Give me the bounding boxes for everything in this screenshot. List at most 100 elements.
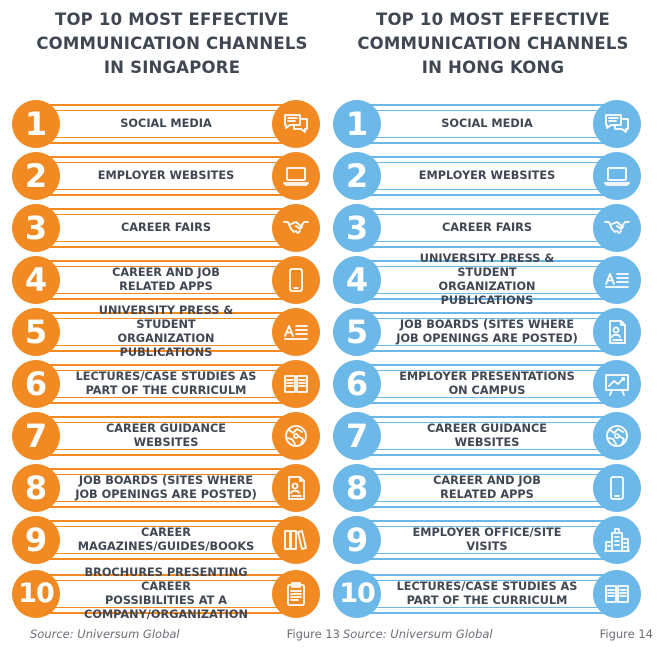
- rank-badge: 6: [333, 360, 381, 408]
- channel-label: CAREER AND JOB RELATED APPS: [393, 468, 581, 508]
- label-line: ON CAMPUS: [448, 384, 526, 397]
- label-line: JOB OPENINGS ARE POSTED): [75, 488, 257, 501]
- rank-badge: 8: [12, 464, 60, 512]
- channel-label: CAREER GUIDANCE WEBSITES: [393, 416, 581, 456]
- list-item: 4 UNIVERSITY PRESS & STUDENT ORGANIZATION …: [333, 252, 641, 307]
- rank-badge: 1: [333, 100, 381, 148]
- label-line: MAGAZINES/GUIDES/BOOKS: [77, 540, 255, 553]
- list-item: 5 UNIVERSITY PRESS & STUDENT ORGANIZATION …: [12, 304, 320, 359]
- label-line: PART OF THE CURRICULM: [85, 384, 247, 397]
- item-banner: [347, 520, 627, 560]
- panel-title: TOP 10 MOST EFFECTIVE COMMUNICATION CHAN…: [12, 8, 332, 100]
- label-line: SOCIAL MEDIA: [120, 117, 212, 130]
- title-line: COMMUNICATION CHANNELS: [357, 34, 629, 53]
- rank-badge: 1: [12, 100, 60, 148]
- list-item: 10 BROCHURES PRESENTING CAREER POSSIBILITI…: [12, 566, 320, 621]
- job-posting-icon: [272, 464, 320, 512]
- item-banner: [347, 208, 627, 248]
- label-line: CAREER AND JOB: [433, 474, 541, 487]
- office-building-icon: [593, 516, 641, 564]
- rank-badge: 5: [333, 308, 381, 356]
- list-item: 2 EMPLOYER WEBSITES: [333, 152, 641, 200]
- label-line: CAREER: [141, 526, 191, 539]
- label-line: JOB OPENINGS ARE POSTED): [396, 332, 578, 345]
- channel-label: CAREER GUIDANCE WEBSITES: [72, 416, 260, 456]
- channel-label: EMPLOYER OFFICE/SITE VISITS: [393, 520, 581, 560]
- rank-badge: 2: [12, 152, 60, 200]
- rank-badge: 10: [333, 570, 381, 618]
- item-banner: [347, 104, 627, 144]
- publication-icon: [272, 308, 320, 356]
- channel-label: BROCHURES PRESENTING CAREER POSSIBILITIES…: [72, 566, 260, 621]
- label-line: EMPLOYER PRESENTATIONS: [399, 370, 575, 383]
- clipboard-icon: [272, 570, 320, 618]
- channel-label: LECTURES/CASE STUDIES AS PART OF THE CURR…: [72, 364, 260, 404]
- chat-bubbles-icon: [272, 100, 320, 148]
- chat-bubbles-icon: [593, 100, 641, 148]
- globe-icon: [593, 412, 641, 460]
- rank-badge: 5: [12, 308, 60, 356]
- panel-title: TOP 10 MOST EFFECTIVE COMMUNICATION CHAN…: [333, 8, 653, 100]
- list-item: 6 EMPLOYER PRESENTATIONS ON CAMPUS: [333, 360, 641, 408]
- figure-number: Figure 13: [286, 627, 340, 641]
- item-banner: [26, 312, 306, 352]
- title-line: TOP 10 MOST EFFECTIVE: [376, 10, 610, 29]
- list-item: 3 CAREER FAIRS: [333, 204, 641, 252]
- label-line: BROCHURES PRESENTING CAREER: [84, 566, 248, 593]
- presentation-board-icon: [593, 360, 641, 408]
- rank-badge: 9: [12, 516, 60, 564]
- label-line: LECTURES/CASE STUDIES AS: [75, 370, 257, 383]
- channel-label: SOCIAL MEDIA: [393, 104, 581, 144]
- channel-label: EMPLOYER WEBSITES: [72, 156, 260, 196]
- rank-badge: 3: [333, 204, 381, 252]
- label-line: POSSIBILITIES AT A: [104, 594, 227, 607]
- channel-label: CAREER MAGAZINES/GUIDES/BOOKS: [72, 520, 260, 560]
- source-note: Source: Universum Global: [30, 627, 180, 641]
- item-banner: [26, 260, 306, 300]
- label-line: LECTURES/CASE STUDIES AS: [396, 580, 578, 593]
- list-item: 1 SOCIAL MEDIA: [12, 100, 320, 148]
- laptop-icon: [593, 152, 641, 200]
- ranking-list: 1 SOCIAL MEDIA 2 EMPLOYER WEBSITES 3 CAREER F…: [333, 100, 653, 622]
- hong-kong-panel: TOP 10 MOST EFFECTIVE COMMUNICATION CHAN…: [333, 0, 653, 622]
- list-item: 6 LECTURES/CASE STUDIES AS PART OF THE CUR…: [12, 360, 320, 408]
- label-line: JOB BOARDS (SITES WHERE: [78, 474, 254, 487]
- source-note: Source: Universum Global: [343, 627, 493, 641]
- item-banner: [26, 104, 306, 144]
- title-line: IN HONG KONG: [421, 58, 565, 77]
- list-item: 10 LECTURES/CASE STUDIES AS PART OF THE CU…: [333, 570, 641, 618]
- channel-label: UNIVERSITY PRESS & STUDENT ORGANIZATION P…: [72, 304, 260, 359]
- item-banner: [26, 416, 306, 456]
- label-line: CAREER AND JOB: [112, 266, 220, 279]
- label-line: ORGANIZATION PUBLICATIONS: [117, 332, 215, 359]
- ranking-list: 1 SOCIAL MEDIA 2 EMPLOYER WEBSITES 3 CAREER F…: [12, 100, 332, 622]
- title-line: COMMUNICATION CHANNELS: [36, 34, 308, 53]
- label-line: EMPLOYER WEBSITES: [97, 169, 235, 182]
- list-item: 7 CAREER GUIDANCE WEBSITES: [333, 412, 641, 460]
- rank-badge: 8: [333, 464, 381, 512]
- item-banner: [26, 364, 306, 404]
- rank-badge: 4: [333, 256, 381, 304]
- rank-badge: 2: [333, 152, 381, 200]
- item-banner: [26, 574, 306, 614]
- rank-badge: 4: [12, 256, 60, 304]
- list-item: 8 CAREER AND JOB RELATED APPS: [333, 464, 641, 512]
- smartphone-icon: [272, 256, 320, 304]
- smartphone-icon: [593, 464, 641, 512]
- figure-number: Figure 14: [599, 627, 653, 641]
- job-posting-icon: [593, 308, 641, 356]
- label-line: ORGANIZATION PUBLICATIONS: [438, 280, 536, 307]
- singapore-panel: TOP 10 MOST EFFECTIVE COMMUNICATION CHAN…: [12, 0, 332, 622]
- label-line: EMPLOYER OFFICE/SITE VISITS: [412, 526, 562, 553]
- label-line: EMPLOYER WEBSITES: [418, 169, 556, 182]
- channel-label: JOB BOARDS (SITES WHERE JOB OPENINGS ARE …: [72, 468, 260, 508]
- list-item: 7 CAREER GUIDANCE WEBSITES: [12, 412, 320, 460]
- label-line: CAREER FAIRS: [442, 221, 532, 234]
- label-line: PART OF THE CURRICULM: [406, 594, 568, 607]
- rank-badge: 6: [12, 360, 60, 408]
- label-line: CAREER GUIDANCE WEBSITES: [426, 422, 548, 449]
- rank-badge: 7: [333, 412, 381, 460]
- list-item: 5 JOB BOARDS (SITES WHERE JOB OPENINGS ARE…: [333, 308, 641, 356]
- label-line: SOCIAL MEDIA: [441, 117, 533, 130]
- label-line: CAREER GUIDANCE WEBSITES: [105, 422, 227, 449]
